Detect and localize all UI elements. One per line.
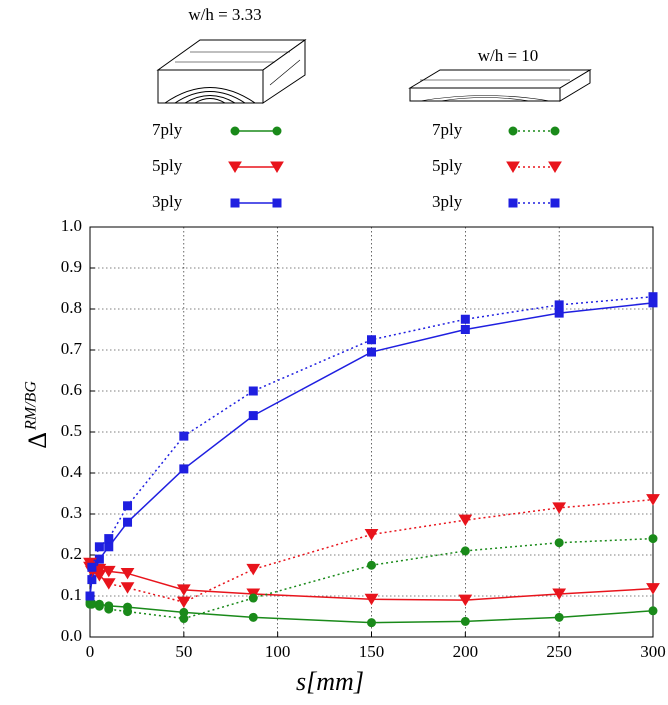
- marker: [94, 601, 104, 611]
- marker: [101, 578, 116, 590]
- legend-label: 7ply: [432, 120, 463, 139]
- wood-board-thin: [408, 69, 592, 102]
- marker: [94, 542, 104, 552]
- legend-marker: [270, 161, 284, 173]
- marker: [176, 584, 191, 596]
- y-axis-label-sup: RM/BG: [23, 381, 40, 431]
- legend-marker: [508, 198, 518, 208]
- marker: [364, 529, 379, 541]
- x-tick-label: 0: [86, 642, 95, 661]
- marker: [92, 570, 107, 582]
- legend-marker: [548, 161, 562, 173]
- marker: [367, 618, 376, 628]
- marker: [248, 386, 258, 396]
- marker: [364, 593, 379, 606]
- legend-marker: [272, 126, 282, 136]
- marker: [554, 300, 564, 310]
- marker: [104, 542, 114, 552]
- x-tick-label: 200: [453, 642, 479, 661]
- y-axis-label: Δ: [23, 432, 52, 449]
- y-tick-label: 0.1: [61, 585, 82, 604]
- marker: [104, 604, 114, 614]
- y-tick-label: 0.8: [61, 298, 82, 317]
- marker: [104, 534, 114, 544]
- marker: [460, 314, 470, 324]
- marker: [458, 594, 473, 607]
- x-tick-label: 250: [546, 642, 572, 661]
- y-tick-label: 0.2: [61, 544, 82, 563]
- x-tick-label: 100: [265, 642, 291, 661]
- marker: [87, 599, 97, 609]
- marker: [179, 464, 189, 474]
- marker: [179, 614, 189, 624]
- legend-label: 3ply: [152, 192, 183, 211]
- marker: [176, 596, 191, 609]
- legend-label: 5ply: [432, 156, 463, 175]
- y-tick-label: 0.3: [61, 503, 82, 522]
- legend-label: 7ply: [152, 120, 183, 139]
- y-tick-label: 0.4: [61, 462, 83, 481]
- x-tick-label: 300: [640, 642, 666, 661]
- legend-marker: [506, 161, 520, 173]
- marker: [552, 502, 567, 514]
- marker: [460, 546, 470, 556]
- marker: [87, 562, 97, 572]
- marker: [123, 607, 133, 617]
- legend-marker: [228, 161, 242, 173]
- x-axis-label: s[mm]: [296, 667, 364, 696]
- marker: [460, 325, 470, 334]
- marker: [101, 565, 116, 578]
- legend-marker: [550, 198, 560, 208]
- x-tick-label: 150: [359, 642, 385, 661]
- marker: [646, 583, 660, 595]
- marker: [554, 538, 564, 548]
- legend-marker: [550, 126, 560, 136]
- y-tick-label: 0.6: [61, 380, 82, 399]
- series-line: [90, 537, 654, 620]
- marker: [120, 582, 135, 594]
- legend-marker: [230, 126, 240, 136]
- legend-group-title: w/h = 3.33: [188, 5, 261, 24]
- legend-group-title: w/h = 10: [478, 46, 539, 65]
- wood-block-thick: [156, 39, 307, 104]
- y-tick-label: 0.0: [61, 626, 82, 645]
- marker: [248, 411, 258, 421]
- marker: [648, 606, 658, 616]
- marker: [554, 308, 564, 318]
- marker: [123, 501, 133, 511]
- y-tick-label: 0.5: [61, 421, 82, 440]
- legend-label: 3ply: [432, 192, 463, 211]
- marker: [646, 494, 660, 506]
- marker: [248, 593, 258, 603]
- legend-marker: [230, 198, 240, 208]
- marker: [179, 431, 189, 441]
- marker: [367, 347, 376, 357]
- y-axis-label-group: Δ RM/BG: [23, 381, 52, 449]
- y-tick-label: 0.9: [61, 257, 82, 276]
- legend-marker: [508, 126, 518, 136]
- marker: [248, 612, 258, 622]
- y-tick-label: 1.0: [61, 216, 82, 235]
- marker: [367, 335, 376, 345]
- marker: [554, 612, 564, 622]
- marker: [246, 563, 261, 576]
- marker: [648, 534, 658, 544]
- marker: [552, 588, 567, 600]
- plot-frame: [89, 226, 654, 638]
- marker: [123, 517, 133, 527]
- marker: [120, 567, 135, 580]
- marker: [458, 514, 473, 527]
- marker: [648, 292, 658, 302]
- legend-marker: [272, 198, 282, 208]
- marker: [367, 560, 376, 570]
- marker: [460, 616, 470, 626]
- marker: [85, 591, 95, 601]
- x-tick-label: 50: [175, 642, 192, 661]
- legend-label: 5ply: [152, 156, 183, 175]
- y-tick-label: 0.7: [61, 339, 83, 358]
